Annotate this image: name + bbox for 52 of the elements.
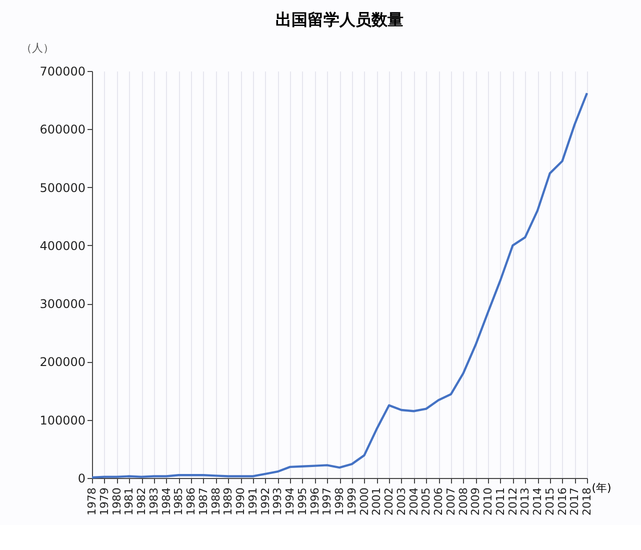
x-tick-label: 1981 [122, 488, 136, 516]
y-tick-label: 0 [78, 472, 86, 486]
x-tick-label: 2004 [407, 488, 420, 516]
x-tick-label: 2003 [394, 488, 408, 516]
x-tick-label: 2002 [382, 488, 396, 516]
y-axis-title: （人） [21, 42, 54, 54]
x-tick-label: 1978 [86, 488, 98, 516]
x-tick-label: 2015 [543, 488, 556, 516]
x-tick-label: 1991 [246, 488, 260, 516]
y-tick-label: 500000 [40, 180, 86, 195]
x-tick-label: 1990 [234, 488, 247, 516]
x-tick-label: 2011 [494, 488, 507, 516]
x-tick-label: 2001 [370, 488, 384, 516]
y-tick-label: 200000 [40, 355, 86, 370]
x-tick-label: 1997 [320, 488, 334, 516]
x-tick-label: 2012 [506, 488, 520, 516]
y-tick-label: 400000 [40, 238, 86, 253]
x-tick-label: 1979 [98, 488, 111, 516]
x-tick-label: 2006 [432, 488, 445, 516]
chart-title: 出国留学人员数量 [276, 10, 404, 29]
x-tick-label: 1999 [345, 488, 358, 516]
x-tick-label: 2010 [482, 488, 494, 516]
x-tick-label: 2007 [444, 488, 458, 516]
x-tick-label: 1994 [284, 488, 296, 516]
x-tick-label: 1989 [222, 488, 235, 516]
x-tick-label: 2008 [456, 488, 470, 516]
y-tick-label: 700000 [40, 64, 86, 78]
y-tick-label: 600000 [40, 122, 86, 137]
x-tick-label: 2013 [518, 488, 532, 516]
x-tick-label: 1980 [110, 488, 124, 516]
x-tick-label: 1982 [135, 488, 148, 516]
x-tick-label: 2005 [420, 488, 433, 516]
x-tick-label: 1995 [296, 488, 309, 516]
x-tick-label: 1987 [196, 488, 210, 516]
x-tick-label: 1996 [308, 488, 322, 516]
x-tick-label: 1993 [271, 488, 284, 516]
x-tick-label: 1983 [147, 488, 160, 516]
x-tick-label: 1986 [184, 488, 198, 516]
x-tick-label: 1998 [333, 488, 346, 516]
x-tick-label: 1984 [160, 488, 173, 516]
x-axis-title: (年) [592, 482, 612, 494]
x-tick-label: 2009 [469, 488, 482, 516]
y-tick-label: 300000 [40, 297, 86, 312]
x-tick-label: 1985 [172, 488, 186, 516]
x-tick-label: 2018 [580, 488, 594, 516]
x-tick-label: 2016 [556, 488, 569, 516]
x-tick-label: 1992 [258, 488, 272, 516]
y-tick-label: 100000 [40, 413, 86, 428]
x-tick-label: 1988 [209, 488, 222, 516]
x-tick-label: 2000 [358, 488, 371, 516]
x-tick-label: 2014 [531, 488, 544, 516]
x-tick-label: 2017 [568, 488, 582, 516]
